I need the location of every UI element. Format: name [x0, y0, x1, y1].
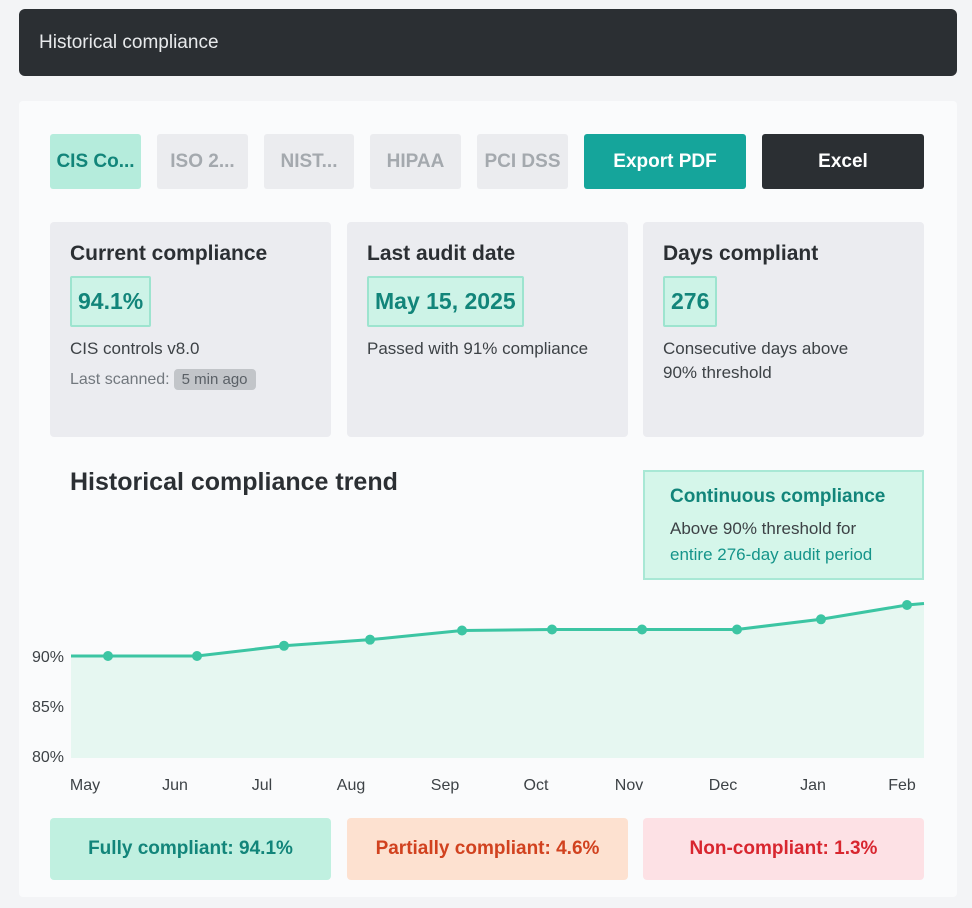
data-point-aug[interactable]	[365, 634, 375, 645]
data-point-sep[interactable]	[457, 625, 467, 636]
last-audit-card: Last audit date May 15, 2025 Passed with…	[347, 222, 628, 437]
x-tick-label: Jun	[162, 777, 188, 794]
y-tick-label: 80%	[32, 749, 65, 766]
x-tick-label: Sep	[430, 777, 460, 794]
days-desc-line2: 90% threshold	[663, 363, 772, 382]
x-tick-label: Jul	[251, 777, 273, 794]
excel-button[interactable]: Excel	[762, 134, 924, 189]
data-point-oct[interactable]	[547, 624, 557, 635]
window-title: Historical compliance	[19, 9, 957, 76]
tab-iso[interactable]: ISO 2...	[157, 134, 248, 189]
days-compliant-value: 276	[663, 276, 718, 327]
tab-cis-controls[interactable]: CIS Co...	[50, 134, 141, 189]
x-tick-label: Dec	[708, 777, 738, 794]
y-tick-label: 90%	[32, 649, 65, 666]
y-tick-label: 85%	[32, 699, 65, 716]
x-tick-label: Nov	[614, 777, 644, 794]
x-tick-label: Jan	[800, 777, 826, 794]
days-compliant-card: Days compliant 276 Consecutive days abov…	[643, 222, 924, 437]
data-point-may[interactable]	[103, 651, 113, 661]
data-point-dec[interactable]	[732, 624, 742, 635]
last-audit-value: May 15, 2025	[367, 276, 524, 327]
controls-version: CIS controls v8.0	[70, 339, 200, 358]
data-point-nov[interactable]	[637, 624, 647, 635]
tab-hipaa[interactable]: HIPAA	[370, 134, 461, 189]
x-tick-label: Feb	[888, 777, 916, 794]
callout-title: Continuous compliance	[670, 486, 886, 507]
continuous-compliance-callout: Continuous compliance Above 90% threshol…	[643, 470, 924, 580]
card-title: Current compliance	[70, 242, 268, 265]
trend-chart-title: Historical compliance trend	[70, 468, 398, 496]
last-scanned-label: Last scanned:	[70, 370, 170, 388]
x-tick-label: May	[69, 777, 101, 794]
data-point-jan[interactable]	[816, 614, 826, 625]
card-title: Last audit date	[367, 242, 516, 265]
non-compliant-stat: Non-compliant: 1.3%	[643, 818, 924, 880]
callout-line1: Above 90% threshold for	[670, 519, 857, 538]
data-point-jul[interactable]	[279, 640, 289, 651]
fully-compliant-stat: Fully compliant: 94.1%	[50, 818, 331, 880]
trend-area	[71, 603, 924, 758]
x-tick-label: Oct	[523, 777, 549, 794]
export-pdf-button[interactable]: Export PDF	[584, 134, 746, 189]
trend-line	[71, 602, 925, 658]
last-scanned-row: Last scanned: 5 min ago	[70, 369, 311, 390]
card-title: Days compliant	[663, 242, 819, 265]
last-scanned-badge: 5 min ago	[173, 369, 256, 390]
x-tick-label: Aug	[336, 777, 366, 794]
audit-result: Passed with 91% compliance	[367, 339, 589, 358]
data-point-jun[interactable]	[192, 651, 202, 661]
tab-pci-dss[interactable]: PCI DSS	[477, 134, 568, 189]
partially-compliant-stat: Partially compliant: 4.6%	[347, 818, 628, 880]
tab-nist[interactable]: NIST...	[264, 134, 354, 189]
days-desc-line1: Consecutive days above	[663, 339, 849, 358]
current-compliance-value: 94.1%	[70, 276, 152, 327]
current-compliance-card: Current compliance 94.1% CIS controls v8…	[50, 222, 331, 437]
data-point-feb[interactable]	[902, 600, 912, 610]
callout-line2: entire 276-day audit period	[670, 545, 873, 564]
